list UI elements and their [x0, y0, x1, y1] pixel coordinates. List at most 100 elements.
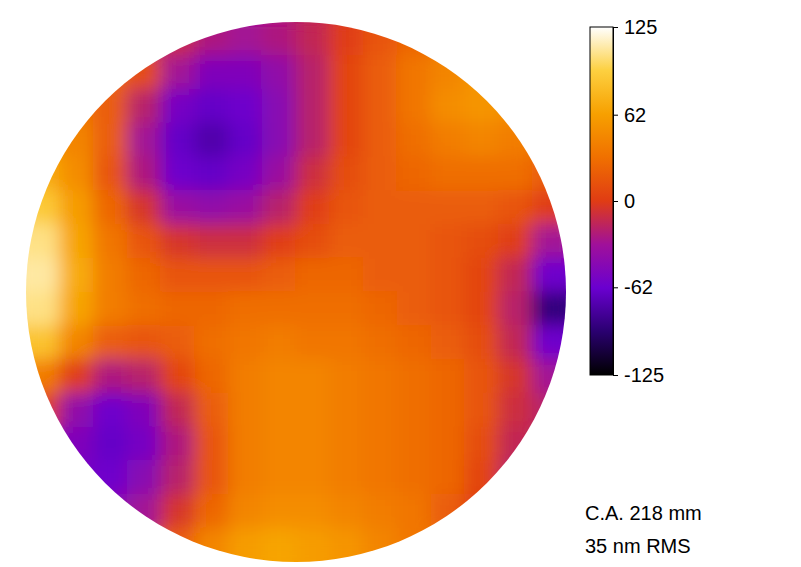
cell: [464, 460, 499, 495]
cell: [228, 224, 263, 259]
cell: [464, 123, 499, 158]
tick-label: 125: [624, 16, 657, 38]
cell: [329, 393, 364, 428]
cell: [397, 460, 432, 495]
cell: [26, 393, 61, 428]
cell: [296, 258, 331, 293]
cell: [228, 22, 263, 57]
cell: [296, 325, 331, 360]
tick-mark: [613, 27, 618, 28]
cell: [329, 55, 364, 90]
cell: [93, 359, 128, 394]
cell: [59, 157, 94, 192]
tick-mark: [613, 287, 618, 288]
cell: [363, 393, 398, 428]
cell: [228, 325, 263, 360]
cell: [127, 427, 162, 462]
cell: [532, 157, 567, 192]
cell: [161, 89, 196, 124]
cell: [397, 89, 432, 124]
cell: [262, 123, 297, 158]
cell: [464, 359, 499, 394]
cell: [498, 123, 533, 158]
cell: [93, 190, 128, 225]
cell: [194, 157, 229, 192]
cell: [93, 494, 128, 529]
cell: [431, 89, 466, 124]
cell: [161, 190, 196, 225]
cell: [397, 22, 432, 57]
cell: [431, 190, 466, 225]
cell: [93, 224, 128, 259]
cell: [228, 393, 263, 428]
tick-label: -62: [624, 276, 653, 298]
cell: [59, 359, 94, 394]
cell: [26, 258, 61, 293]
cell: [397, 258, 432, 293]
cell: [296, 89, 331, 124]
cell: [431, 359, 466, 394]
cell: [464, 89, 499, 124]
cell: [397, 123, 432, 158]
cell: [194, 292, 229, 327]
cell: [194, 427, 229, 462]
cell: [262, 427, 297, 462]
cell: [498, 325, 533, 360]
cell: [93, 292, 128, 327]
cell: [296, 393, 331, 428]
cell: [228, 460, 263, 495]
cell: [363, 89, 398, 124]
cell: [59, 224, 94, 259]
cell: [228, 494, 263, 529]
cell: [532, 359, 567, 394]
cell: [262, 22, 297, 57]
cell: [296, 494, 331, 529]
cell: [59, 89, 94, 124]
cell: [397, 55, 432, 90]
cell: [127, 494, 162, 529]
cell: [431, 393, 466, 428]
cell: [262, 89, 297, 124]
cell: [194, 359, 229, 394]
cell: [397, 393, 432, 428]
cell: [127, 89, 162, 124]
cell: [296, 359, 331, 394]
cell: [397, 359, 432, 394]
cell: [296, 427, 331, 462]
cell: [296, 123, 331, 158]
cell: [194, 123, 229, 158]
cell: [296, 55, 331, 90]
cell: [363, 359, 398, 394]
cell: [59, 325, 94, 360]
cell: [161, 393, 196, 428]
colorbar-tick: 62: [613, 104, 646, 126]
cell: [397, 224, 432, 259]
cells: [26, 22, 567, 563]
cell: [93, 258, 128, 293]
cell: [59, 460, 94, 495]
cell: [431, 460, 466, 495]
cell: [26, 325, 61, 360]
cell: [296, 528, 331, 563]
cell: [363, 528, 398, 563]
cell: [363, 190, 398, 225]
cell: [464, 325, 499, 360]
colorbar: [590, 27, 613, 375]
cell: [127, 393, 162, 428]
cell: [262, 393, 297, 428]
cell: [329, 325, 364, 360]
colorbar-axis: 125620-62-125: [613, 16, 664, 386]
cell: [26, 224, 61, 259]
cell: [194, 55, 229, 90]
cell: [59, 258, 94, 293]
cell: [228, 292, 263, 327]
cell: [161, 224, 196, 259]
cell: [363, 460, 398, 495]
cell: [93, 460, 128, 495]
cell: [26, 190, 61, 225]
cell: [262, 157, 297, 192]
cell: [397, 494, 432, 529]
cell: [161, 494, 196, 529]
cell: [59, 123, 94, 158]
cell: [26, 359, 61, 394]
